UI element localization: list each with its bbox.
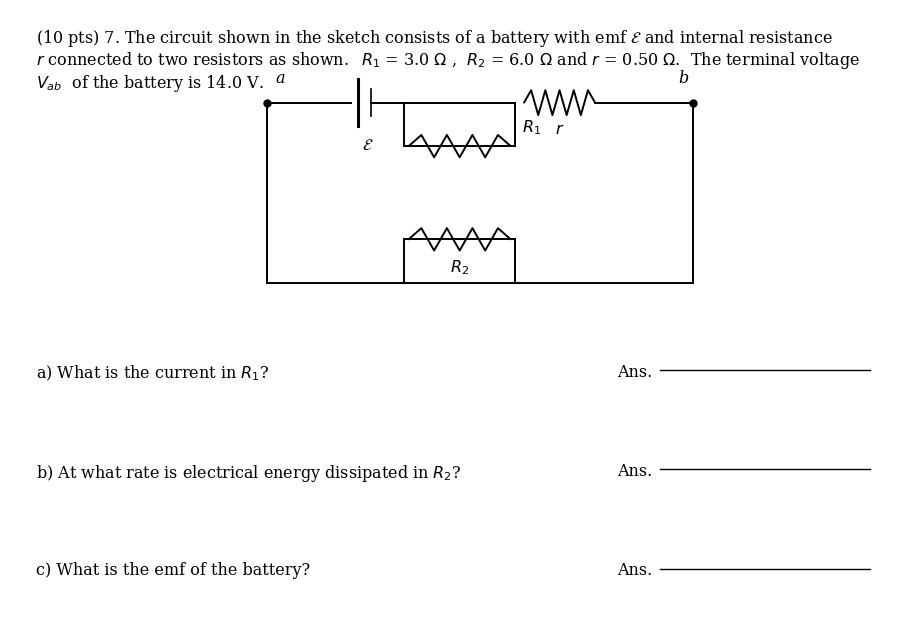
Text: Ans.: Ans.: [617, 364, 652, 380]
Text: Ans.: Ans.: [617, 463, 652, 480]
Text: $r$: $r$: [554, 121, 564, 138]
Text: $\mathcal{E}$: $\mathcal{E}$: [361, 137, 373, 154]
Text: b) At what rate is electrical energy dissipated in $R_2$?: b) At what rate is electrical energy dis…: [35, 463, 461, 484]
Text: a) What is the current in $R_1$?: a) What is the current in $R_1$?: [35, 364, 269, 383]
Text: c) What is the emf of the battery?: c) What is the emf of the battery?: [35, 562, 310, 579]
Text: $R_1$: $R_1$: [522, 118, 542, 137]
Text: b: b: [678, 70, 689, 87]
Text: Ans.: Ans.: [617, 562, 652, 579]
Text: a: a: [275, 70, 284, 87]
Text: $V_{ab}$  of the battery is 14.0 V.: $V_{ab}$ of the battery is 14.0 V.: [35, 73, 264, 94]
Text: (10 pts) 7. The circuit shown in the sketch consists of a battery with emf $\mat: (10 pts) 7. The circuit shown in the ske…: [35, 28, 833, 49]
Text: $r$ connected to two resistors as shown.  $\,R_1$ = 3.0 $\Omega$ ,  $R_2$ = 6.0 : $r$ connected to two resistors as shown.…: [35, 51, 860, 72]
Text: $R_2$: $R_2$: [450, 258, 469, 276]
